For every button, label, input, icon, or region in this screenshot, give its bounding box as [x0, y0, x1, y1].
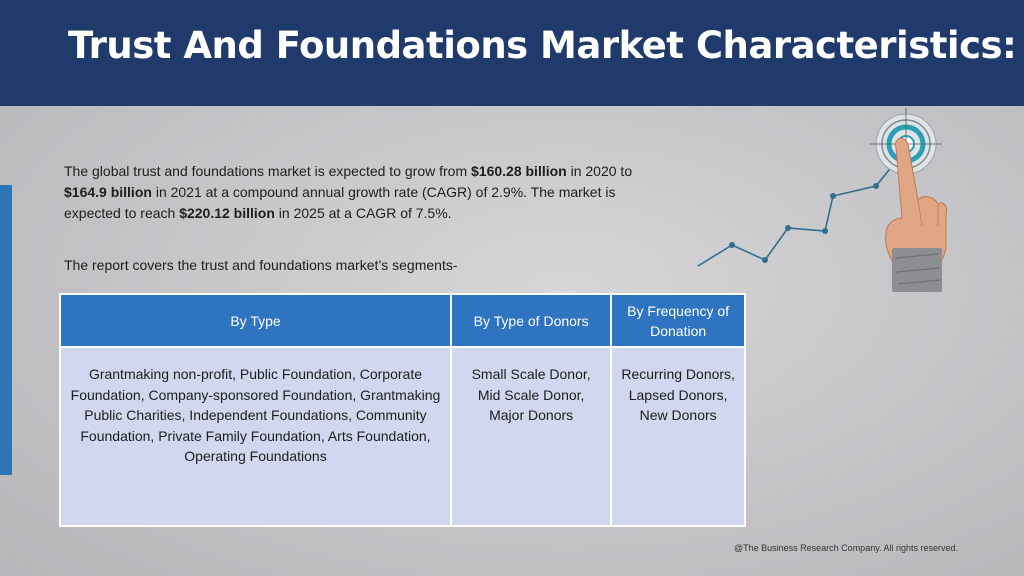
growth-line — [697, 153, 903, 267]
intro-text-4: in 2025 at a CAGR of 7.5%. — [274, 205, 452, 221]
intro-paragraph: The global trust and foundations market … — [64, 161, 674, 224]
value-2025: $220.12 billion — [179, 205, 275, 221]
table-header-row: By Type By Type of Donors By Frequency o… — [59, 293, 746, 348]
intro-text-3: in 2021 at a compound annual growth rate… — [64, 184, 616, 221]
table-cell-frequency: Recurring Donors, Lapsed Donors, New Don… — [610, 346, 746, 527]
intro-text-2: in 2020 to — [566, 163, 633, 179]
hand-pointing-target-growth-graph-icon — [697, 108, 947, 292]
table-header-by-frequency: By Frequency of Donation — [610, 293, 746, 348]
hand-icon — [885, 137, 947, 292]
value-2021: $164.9 billion — [64, 184, 152, 200]
intro-text-1: The global trust and foundations market … — [64, 163, 471, 179]
table-row: Grantmaking non-profit, Public Foundatio… — [59, 346, 746, 527]
table-cell-donor-types: Small Scale Donor, Mid Scale Donor, Majo… — [449, 346, 613, 527]
value-2020: $160.28 billion — [471, 163, 567, 179]
growth-points — [729, 183, 879, 263]
table-cell-types: Grantmaking non-profit, Public Foundatio… — [59, 346, 452, 527]
accent-side-bar — [0, 185, 12, 475]
segments-table: By Type By Type of Donors By Frequency o… — [59, 293, 746, 527]
header-banner: Trust And Foundations Market Characteris… — [0, 0, 1024, 106]
page-title: Trust And Foundations Market Characteris… — [68, 24, 1017, 67]
table-header-by-type-of-donors: By Type of Donors — [449, 293, 613, 348]
copyright-footer: @The Business Research Company. All righ… — [734, 543, 959, 553]
segments-intro: The report covers the trust and foundati… — [64, 257, 458, 273]
table-header-by-type: By Type — [59, 293, 452, 348]
